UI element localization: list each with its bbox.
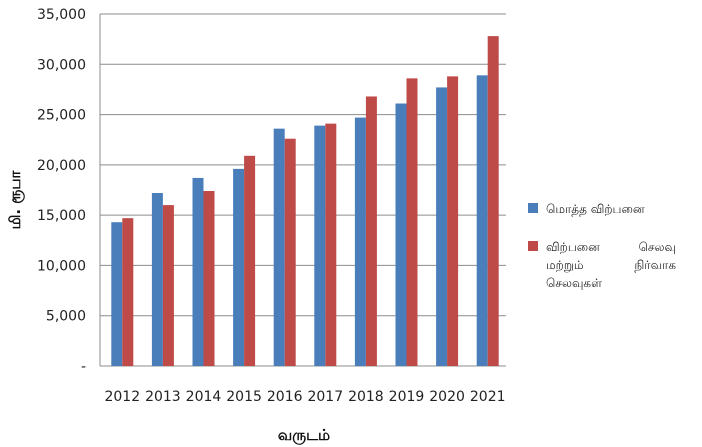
bar-expenses-2018: [365, 96, 377, 367]
y-tick-label: 15,000: [37, 208, 86, 224]
y-tick-label: 25,000: [37, 108, 86, 124]
bar-expenses-2020: [447, 76, 459, 367]
x-tick-label: 2016: [267, 389, 303, 405]
x-axis-ticks: 2012 2013 2014 2015 2016 2017 2018 2019 2020 2021: [104, 389, 505, 405]
y-tick-label: 5,000: [46, 309, 86, 325]
x-tick-label: 2019: [389, 389, 425, 405]
y-axis-title: மி. ரூபா: [6, 169, 25, 229]
y-axis-ticks: - 5,000 10,000 15,000 20,000 25,000 30,000 35,0…: [37, 7, 86, 375]
bar-expenses-2014: [203, 191, 215, 366]
x-tick-label: 2020: [429, 389, 465, 405]
x-tick-label: 2021: [470, 389, 506, 405]
bar-total-sales-2016: [273, 128, 285, 366]
legend-label-expenses: விற்பனை செலவு மற்றும் நிர்வாக செலவுகள்: [546, 240, 676, 290]
bar-expenses-2021: [487, 36, 499, 367]
legend: மொத்த விற்பனை விற்பனை செலவு மற்றும் நிர்…: [528, 200, 696, 312]
bar-total-sales-2014: [192, 177, 204, 366]
y-tick-label: 35,000: [37, 7, 86, 23]
y-tick-label: 10,000: [37, 258, 86, 274]
legend-label-total-sales: மொத்த விற்பனை: [546, 202, 645, 216]
bar-expenses-2019: [406, 78, 418, 366]
bar-expenses-2017: [325, 123, 337, 366]
legend-swatch-total-sales: [528, 203, 538, 213]
legend-item-total-sales: மொத்த விற்பனை: [528, 200, 696, 218]
legend-swatch-expenses: [528, 241, 538, 251]
x-tick-label: 2017: [307, 389, 343, 405]
y-tick-label: 20,000: [37, 158, 86, 174]
bar-total-sales-2015: [233, 168, 245, 366]
bar-total-sales-2012: [111, 222, 123, 366]
legend-item-expenses: விற்பனை செலவு மற்றும் நிர்வாக செலவுகள்: [528, 238, 696, 292]
bar-expenses-2016: [284, 138, 296, 366]
bar-total-sales-2019: [395, 103, 407, 366]
x-tick-label: 2014: [186, 389, 222, 405]
bar-total-sales-2018: [354, 117, 366, 367]
x-axis-title: வருடம்: [278, 426, 330, 445]
bar-total-sales-2020: [436, 87, 448, 366]
y-tick-label: -: [81, 359, 86, 375]
bar-expenses-2015: [244, 155, 256, 366]
bars: [111, 36, 499, 367]
x-tick-label: 2013: [145, 389, 181, 405]
bar-expenses-2013: [162, 205, 174, 366]
bar-expenses-2012: [122, 218, 134, 366]
y-tick-label: 30,000: [37, 57, 86, 73]
bar-total-sales-2013: [151, 193, 163, 366]
x-tick-label: 2012: [104, 389, 140, 405]
x-tick-label: 2018: [348, 389, 384, 405]
x-tick-label: 2015: [226, 389, 262, 405]
bar-total-sales-2021: [476, 75, 488, 366]
bar-total-sales-2017: [314, 125, 326, 367]
